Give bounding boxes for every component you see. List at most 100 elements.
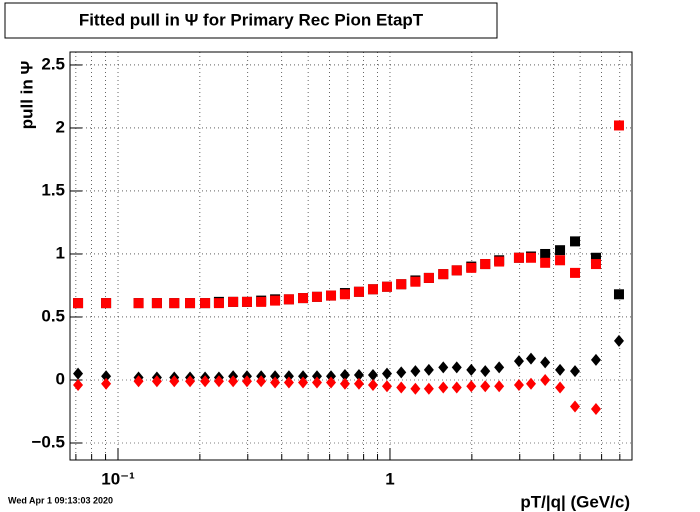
square-marker [540,257,551,268]
square-marker [423,272,434,283]
diamond-marker [151,375,162,388]
diamond-marker [438,361,449,374]
diamond-marker [101,377,112,390]
square-marker [151,298,162,309]
y-tick-label: −0.5 [31,432,65,451]
diamond-marker [555,363,566,376]
square-marker [381,281,392,292]
diamond-marker [185,375,196,388]
diamond-marker [367,368,378,381]
diamond-marker [326,370,337,383]
diamond-marker [133,375,144,388]
square-marker [540,248,551,259]
square-marker [513,252,524,263]
square-marker [73,298,84,309]
diamond-marker [540,356,551,369]
diamond-marker [410,382,421,395]
diamond-marker [494,361,505,374]
square-marker [466,262,477,273]
y-tick-label: 2 [56,117,65,136]
diamond-marker [326,376,337,389]
diamond-marker [298,376,309,389]
x-tick-label: 1 [385,469,394,488]
diamond-marker [73,379,84,392]
diamond-marker [513,379,524,392]
diamond-marker [270,376,281,389]
diamond-marker [241,375,252,388]
square-marker [133,298,144,309]
square-marker [451,265,462,276]
square-marker [169,298,180,309]
square-marker [590,259,601,270]
diamond-marker [555,381,566,394]
diamond-marker [73,367,84,380]
square-marker [213,298,224,309]
square-marker [270,295,281,306]
diamond-marker [311,370,322,383]
y-tick-label: 1 [56,243,65,262]
chart-title: Fitted pull in Ψ for Primary Rec Pion Et… [79,10,424,29]
diamond-marker [353,377,364,390]
square-marker [256,296,267,307]
diamond-marker [410,365,421,378]
y-tick-label: 1.5 [41,180,65,199]
y-axis-label: pull in Ψ [17,61,36,130]
square-marker [410,276,421,287]
y-tick-label: 2.5 [41,54,65,73]
square-marker [353,286,364,297]
diamond-marker [339,368,350,381]
square-marker [185,298,196,309]
diamond-marker [540,373,551,386]
diamond-marker [353,368,364,381]
diamond-marker [570,365,581,378]
diamond-marker [200,375,211,388]
square-marker [590,252,601,263]
square-marker [613,289,624,300]
diamond-marker [466,380,477,393]
diamond-marker [513,355,524,368]
square-marker [200,298,211,309]
square-marker [228,296,239,307]
y-tick-label: 0 [56,369,65,388]
diamond-marker [451,361,462,374]
square-marker [298,293,309,304]
diamond-marker [526,352,537,365]
square-marker [438,269,449,280]
diamond-marker [494,380,505,393]
diamond-marker [256,375,267,388]
diamond-marker [213,375,224,388]
y-tick-label: 0.5 [41,306,65,325]
diamond-marker [311,376,322,389]
square-marker [101,298,112,309]
square-marker [283,294,294,305]
square-marker [494,256,505,267]
diamond-marker [590,402,601,415]
diamond-marker [438,381,449,394]
diamond-marker [590,353,601,366]
diamond-marker [423,382,434,395]
x-axis-label: pT/|q| (GeV/c) [520,492,630,511]
date-stamp: Wed Apr 1 09:13:03 2020 [8,495,113,505]
square-marker [241,296,252,307]
diamond-marker [570,400,581,413]
diamond-marker [396,381,407,394]
square-marker [555,255,566,266]
diamond-marker [228,375,239,388]
square-marker [526,252,537,263]
diamond-marker [339,377,350,390]
diamond-marker [283,376,294,389]
square-marker [326,290,337,301]
square-marker [570,236,581,247]
square-marker [367,284,378,295]
square-marker [339,289,350,300]
square-marker [570,267,581,278]
diamond-marker [423,363,434,376]
diamond-marker [270,370,281,383]
square-marker [555,245,566,256]
diamond-marker [480,380,491,393]
diamond-marker [613,334,624,347]
diamond-marker [466,363,477,376]
diamond-marker [283,370,294,383]
diamond-marker [101,370,112,383]
